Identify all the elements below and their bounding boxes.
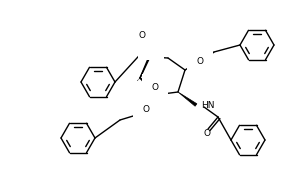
Text: O: O — [152, 84, 158, 92]
Text: HN: HN — [201, 102, 214, 110]
Text: O: O — [203, 128, 211, 137]
Text: O: O — [196, 56, 203, 66]
Text: O: O — [142, 106, 149, 114]
Text: O: O — [148, 41, 154, 50]
Polygon shape — [178, 92, 197, 106]
Text: O: O — [139, 31, 145, 41]
